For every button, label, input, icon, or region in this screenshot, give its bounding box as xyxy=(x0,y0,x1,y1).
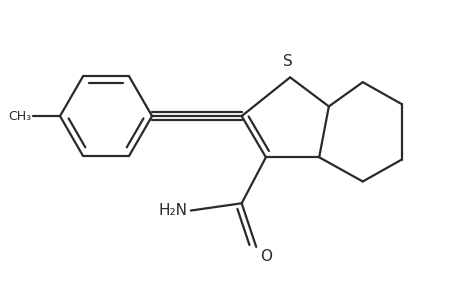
Text: H₂N: H₂N xyxy=(158,203,187,218)
Text: CH₃: CH₃ xyxy=(8,110,31,123)
Text: S: S xyxy=(282,54,292,69)
Text: O: O xyxy=(259,249,271,264)
